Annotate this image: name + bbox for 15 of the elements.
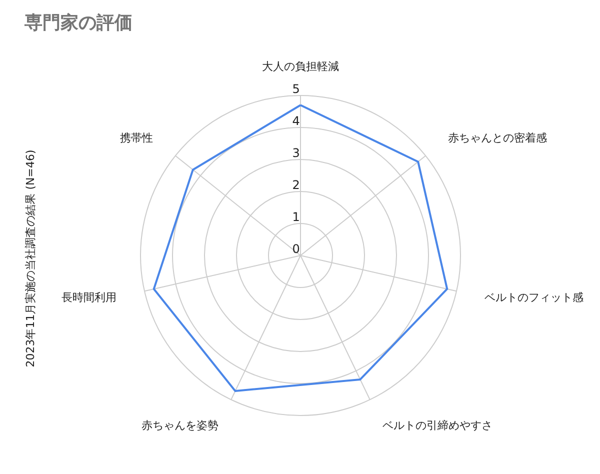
spoke-label: 長時間利用 — [61, 291, 116, 304]
spoke-label: 赤ちゃんを姿勢 — [142, 419, 219, 432]
y-tick-label: 2 — [292, 178, 300, 192]
y-tick-label: 3 — [292, 146, 300, 160]
y-tick-label: 0 — [292, 242, 300, 256]
spoke-label: 携帯性 — [120, 131, 153, 144]
text: 2023年11月実施の当社調査の結果 (N=46) — [24, 150, 37, 368]
spoke-label: ベルトの引締めやすさ — [382, 419, 492, 432]
y-tick-label: 1 — [292, 210, 300, 224]
spoke-label: ベルトのフィット感 — [484, 291, 584, 304]
chart-title: 専門家の評価 — [24, 12, 132, 34]
y-tick-label: 5 — [292, 82, 300, 96]
y-tick-label: 4 — [292, 114, 300, 128]
spoke-label: 大人の負担軽減 — [262, 60, 339, 74]
spoke-label: 赤ちゃんとの密着感 — [448, 131, 548, 144]
